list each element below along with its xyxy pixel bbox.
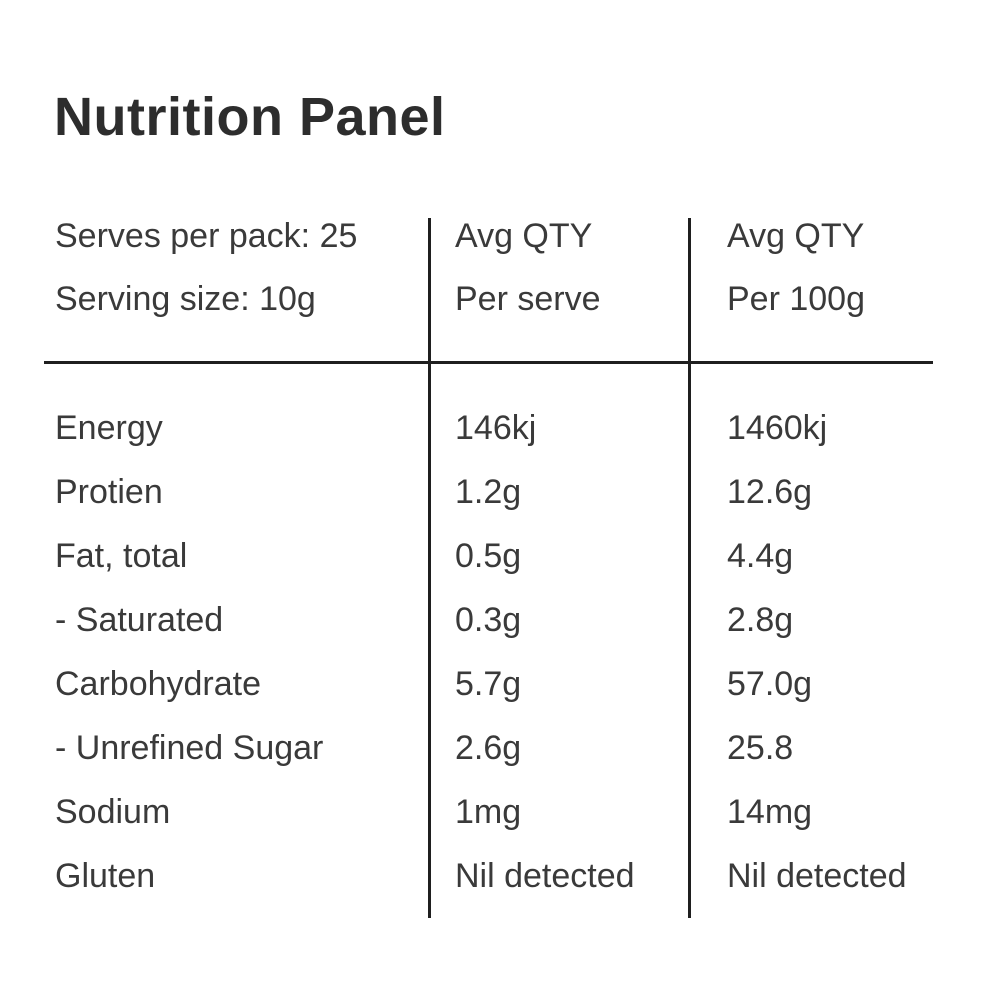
nutrient-labels-column: Energy Protien Fat, total - Saturated Ca… bbox=[55, 396, 323, 908]
header-per-100g: Avg QTY Per 100g bbox=[727, 205, 865, 331]
avg-qty-per-100g-label: Avg QTY bbox=[727, 217, 865, 255]
per-serve-value: 1mg bbox=[455, 792, 522, 831]
per-serve-value: 0.3g bbox=[455, 600, 522, 639]
per-100g-value: 12.6g bbox=[727, 472, 813, 511]
column-divider-line-2 bbox=[688, 218, 691, 918]
serving-size-text: Serving size: 10g bbox=[55, 280, 316, 318]
header-divider-line bbox=[44, 361, 933, 364]
nutrient-label: Energy bbox=[55, 408, 163, 447]
per-serve-value: 1.2g bbox=[455, 472, 522, 511]
per-100g-label: Per 100g bbox=[727, 280, 865, 318]
per-100g-values-column: 1460kj 12.6g 4.4g 2.8g 57.0g 25.8 14mg N… bbox=[727, 396, 907, 908]
per-100g-value: 14mg bbox=[727, 792, 813, 831]
nutrient-label: Sodium bbox=[55, 792, 171, 831]
per-100g-value: 57.0g bbox=[727, 664, 813, 703]
per-serve-values-column: 146kj 1.2g 0.5g 0.3g 5.7g 2.6g 1mg Nil d… bbox=[455, 396, 635, 908]
serves-per-pack-text: Serves per pack: 25 bbox=[55, 217, 358, 255]
per-serve-value: 0.5g bbox=[455, 536, 522, 575]
per-serve-label: Per serve bbox=[455, 280, 601, 318]
per-100g-value: Nil detected bbox=[727, 856, 907, 895]
nutrient-label: Protien bbox=[55, 472, 163, 511]
per-100g-value: 1460kj bbox=[727, 408, 828, 447]
per-100g-value: 4.4g bbox=[727, 536, 794, 575]
avg-qty-per-serve-label: Avg QTY bbox=[455, 217, 593, 255]
nutrient-label: Fat, total bbox=[55, 536, 188, 575]
nutrient-label: - Unrefined Sugar bbox=[55, 728, 324, 767]
per-serve-value: 146kj bbox=[455, 408, 537, 447]
per-100g-value: 2.8g bbox=[727, 600, 794, 639]
nutrient-label: Gluten bbox=[55, 856, 156, 895]
column-divider-line-1 bbox=[428, 218, 431, 918]
nutrient-label: Carbohydrate bbox=[55, 664, 262, 703]
header-per-serve: Avg QTY Per serve bbox=[455, 205, 601, 331]
per-serve-value: 5.7g bbox=[455, 664, 522, 703]
nutrient-label: - Saturated bbox=[55, 600, 224, 639]
per-serve-value: 2.6g bbox=[455, 728, 522, 767]
header-serving-info: Serves per pack: 25 Serving size: 10g bbox=[55, 205, 357, 331]
per-100g-value: 25.8 bbox=[727, 728, 794, 767]
page-title: Nutrition Panel bbox=[54, 87, 446, 147]
per-serve-value: Nil detected bbox=[455, 856, 635, 895]
